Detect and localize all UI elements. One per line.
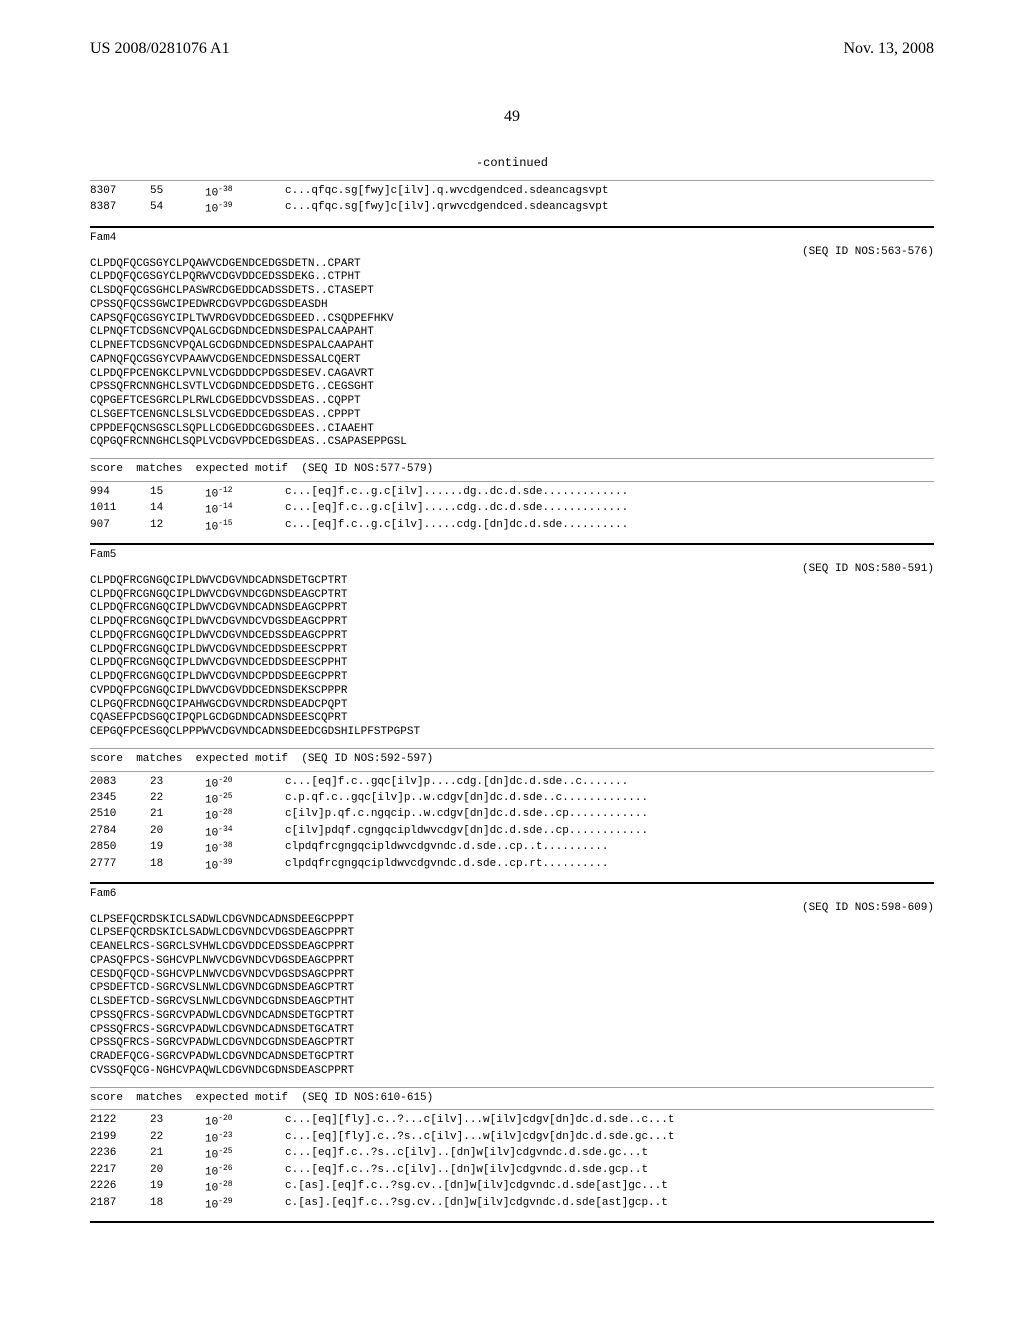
- top-motif-rows: 8307 55 10-38c...qfqc.sg[fwy]c[ilv].q.wv…: [90, 185, 934, 218]
- fam5-label: Fam5: [90, 549, 934, 563]
- fam5-motif-rows: 2083 23 10-20c...[eq]f.c..gqc[ilv]p....c…: [90, 776, 934, 874]
- continued-label: -continued: [90, 156, 934, 170]
- fam6-label: Fam6: [90, 888, 934, 902]
- fam6-seqid: (SEQ ID NOS:598-609): [90, 902, 934, 914]
- fam5-table-header: score matches expected motif (SEQ ID NOS…: [90, 753, 934, 767]
- fam6-table-header: score matches expected motif (SEQ ID NOS…: [90, 1092, 934, 1106]
- page-number: 49: [90, 108, 934, 126]
- fam4-table-header: score matches expected motif (SEQ ID NOS…: [90, 463, 934, 477]
- publication-number: US 2008/0281076 A1: [90, 40, 230, 58]
- publication-date: Nov. 13, 2008: [843, 40, 934, 58]
- fam6-sequences: CLPSEFQCRDSKICLSADWLCDGVNDCADNSDEEGCPPPT…: [90, 914, 934, 1079]
- fam4-label: Fam4: [90, 232, 934, 246]
- fam5-seqid: (SEQ ID NOS:580-591): [90, 563, 934, 575]
- fam4-sequences: CLPDQFQCGSGYCLPQAWVCDGENDCEDGSDETN..CPAR…: [90, 258, 934, 451]
- fam4-motif-rows: 994 15 10-12c...[eq]f.c..g.c[ilv]......d…: [90, 486, 934, 535]
- fam6-motif-rows: 2122 23 10-20c...[eq][fly].c..?...c[ilv]…: [90, 1114, 934, 1212]
- fam5-sequences: CLPDQFRCGNGQCIPLDWVCDGVNDCADNSDETGCPTRT …: [90, 575, 934, 740]
- page-header: US 2008/0281076 A1 Nov. 13, 2008: [90, 40, 934, 58]
- fam4-seqid: (SEQ ID NOS:563-576): [90, 246, 934, 258]
